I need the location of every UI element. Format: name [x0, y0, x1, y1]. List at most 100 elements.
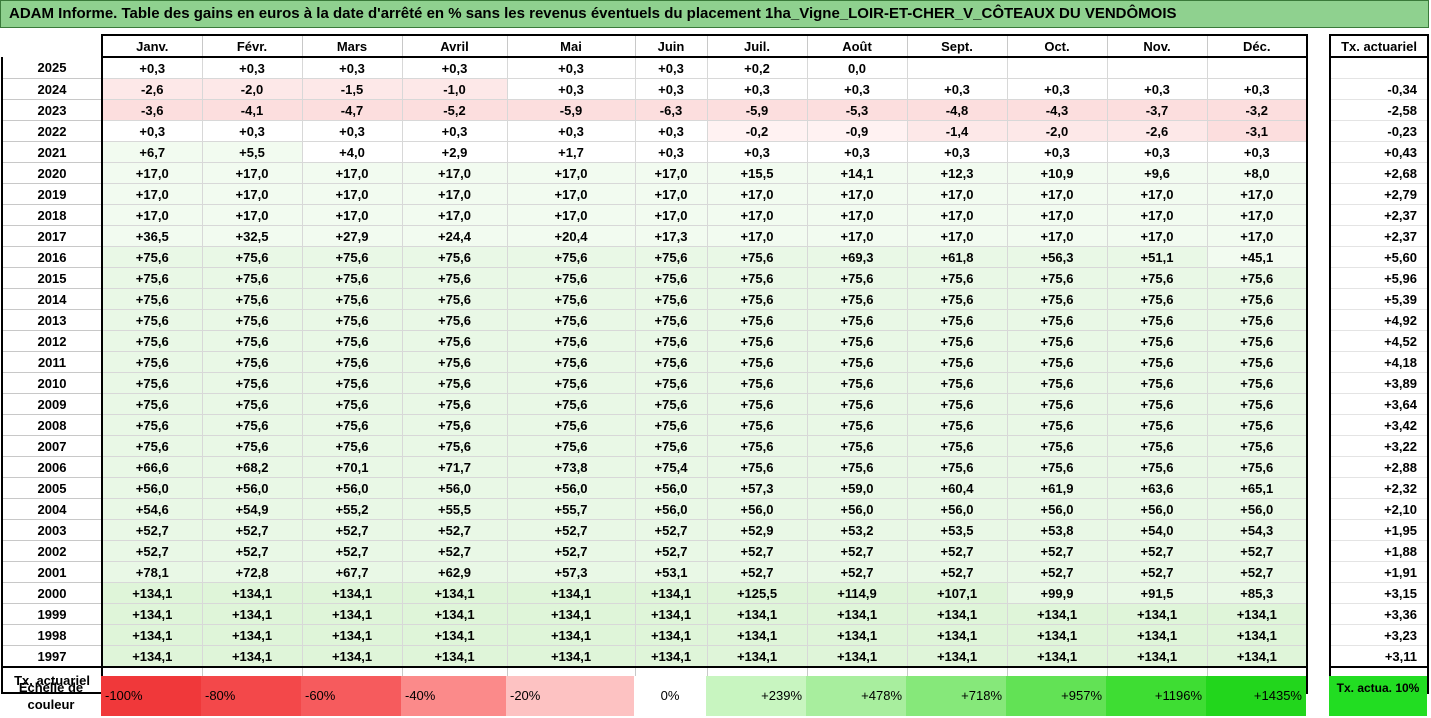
- actuarial-rate-cell: +5,39: [1329, 288, 1429, 310]
- table-row: 2015 +75,6 +75,6 +75,6 +75,6 +75,6 +75,6 +75,6 +…: [1, 267, 1308, 289]
- gain-cell: +17,0: [706, 204, 808, 226]
- gain-cell: +75,6: [101, 288, 203, 310]
- table-row: 2012 +75,6 +75,6 +75,6 +75,6 +75,6 +75,6 +75,6 +…: [1, 330, 1308, 352]
- table-row: 2025 +0,3 +0,3 +0,3 +0,3 +0,3 +0,3 +0,2 0,0: [1, 56, 1308, 79]
- gain-cell: +75,6: [906, 456, 1008, 478]
- color-scale-swatch: +1196%: [1106, 676, 1206, 716]
- table-row: 2019 +17,0 +17,0 +17,0 +17,0 +17,0 +17,0 +17,0 +…: [1, 183, 1308, 205]
- gain-cell: +75,6: [706, 267, 808, 289]
- gain-cell: +75,6: [1006, 288, 1108, 310]
- gain-cell: +75,6: [506, 246, 636, 268]
- gain-cell: +0,3: [706, 78, 808, 100]
- gain-cell: +134,1: [101, 624, 203, 646]
- gain-cell: +17,0: [301, 162, 403, 184]
- gain-cell: +52,7: [906, 561, 1008, 583]
- actuarial-rate-cell: +3,42: [1329, 414, 1429, 436]
- color-scale-swatch: +1435%: [1206, 676, 1306, 716]
- gain-cell: +75,6: [301, 372, 403, 394]
- gain-cell: -3,7: [1106, 99, 1208, 121]
- actuarial-rate-cell: +4,92: [1329, 309, 1429, 331]
- month-header: Mars: [301, 34, 403, 58]
- table-row: 2016 +75,6 +75,6 +75,6 +75,6 +75,6 +75,6 +75,6 +…: [1, 246, 1308, 268]
- gain-cell: +52,7: [1206, 540, 1308, 562]
- gain-cell: -4,8: [906, 99, 1008, 121]
- gain-cell: +75,6: [101, 267, 203, 289]
- year-cell: 2016: [1, 246, 103, 268]
- gain-cell: +75,6: [706, 435, 808, 457]
- year-cell: 2007: [1, 435, 103, 457]
- month-header: Oct.: [1006, 34, 1108, 58]
- gain-cell: +54,3: [1206, 519, 1308, 541]
- gain-cell: +55,7: [506, 498, 636, 520]
- gain-cell: +59,0: [806, 477, 908, 499]
- gain-cell: +51,1: [1106, 246, 1208, 268]
- gain-cell: +75,6: [1006, 267, 1108, 289]
- gain-cell: +0,3: [1206, 141, 1308, 163]
- actuarial-rate-cell: +2,32: [1329, 477, 1429, 499]
- gain-cell: +52,7: [101, 519, 203, 541]
- gain-cell: [1106, 56, 1208, 79]
- gain-cell: +17,0: [906, 225, 1008, 247]
- gain-cell: +75,6: [1206, 393, 1308, 415]
- gain-cell: +17,0: [634, 204, 708, 226]
- gain-cell: +75,6: [301, 435, 403, 457]
- gain-cell: +75,6: [101, 246, 203, 268]
- gain-cell: +0,3: [201, 120, 303, 142]
- gain-cell: +75,6: [706, 246, 808, 268]
- gain-cell: +52,7: [634, 540, 708, 562]
- gain-cell: +55,2: [301, 498, 403, 520]
- gain-cell: +0,3: [301, 120, 403, 142]
- corner-cell: [2, 35, 102, 57]
- gain-cell: +24,4: [401, 225, 508, 247]
- gain-cell: +134,1: [506, 645, 636, 668]
- gain-cell: +134,1: [634, 645, 708, 668]
- gain-cell: +0,3: [301, 56, 403, 79]
- gain-cell: +68,2: [201, 456, 303, 478]
- month-header: Déc.: [1206, 34, 1308, 58]
- year-cell: 1997: [1, 645, 103, 668]
- color-scale-swatch: -20%: [506, 676, 634, 716]
- gain-cell: +17,0: [806, 225, 908, 247]
- gain-cell: +75,4: [634, 456, 708, 478]
- gain-cell: -0,2: [706, 120, 808, 142]
- gain-cell: +10,9: [1006, 162, 1108, 184]
- actuarial-rate-cell: +1,91: [1329, 561, 1429, 583]
- year-cell: 2003: [1, 519, 103, 541]
- gain-cell: +75,6: [806, 309, 908, 331]
- gain-cell: +75,6: [806, 288, 908, 310]
- gain-cell: +75,6: [506, 288, 636, 310]
- actuarial-rate-cell: +2,37: [1329, 204, 1429, 226]
- gain-cell: +63,6: [1106, 477, 1208, 499]
- gain-cell: +0,3: [906, 78, 1008, 100]
- gain-cell: +17,0: [1206, 183, 1308, 205]
- gain-cell: +17,0: [101, 204, 203, 226]
- gain-cell: +134,1: [101, 582, 203, 604]
- gain-cell: +17,0: [634, 183, 708, 205]
- gain-cell: +0,3: [1106, 78, 1208, 100]
- color-scale-label: Echelle de couleur: [18, 680, 84, 712]
- actuarial-rate-cell: +5,96: [1329, 267, 1429, 289]
- actuarial-rate-cell: -0,23: [1329, 120, 1429, 142]
- gain-cell: +75,6: [101, 393, 203, 415]
- actuarial-rate-cell: +3,23: [1329, 624, 1429, 646]
- gain-cell: +70,1: [301, 456, 403, 478]
- gain-cell: +17,0: [201, 183, 303, 205]
- gain-cell: +134,1: [201, 624, 303, 646]
- gain-cell: +75,6: [401, 393, 508, 415]
- gain-cell: +75,6: [1006, 414, 1108, 436]
- gain-cell: +75,6: [1006, 456, 1108, 478]
- actuarial-rate-cell: +3,11: [1329, 645, 1429, 668]
- gain-cell: +72,8: [201, 561, 303, 583]
- gain-cell: -1,4: [906, 120, 1008, 142]
- month-header: Août: [806, 34, 908, 58]
- gain-cell: +52,7: [1106, 561, 1208, 583]
- actuarial-rate-cell: +2,79: [1329, 183, 1429, 205]
- gain-cell: +52,7: [706, 540, 808, 562]
- year-cell: 2018: [1, 204, 103, 226]
- color-scale-swatch: -60%: [301, 676, 401, 716]
- gain-cell: +134,1: [1106, 624, 1208, 646]
- gain-cell: +1,7: [506, 141, 636, 163]
- gain-cell: +75,6: [906, 435, 1008, 457]
- actuarial-rate-cell: +1,88: [1329, 540, 1429, 562]
- color-scale-swatch: -40%: [401, 676, 506, 716]
